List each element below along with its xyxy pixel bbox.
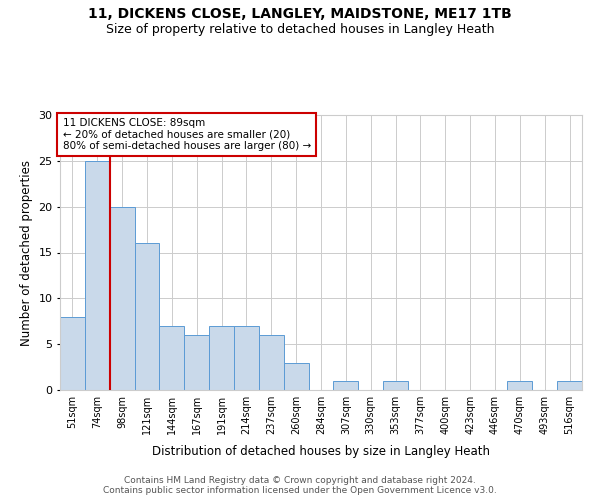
- Bar: [383, 381, 408, 390]
- Bar: [209, 326, 234, 390]
- Bar: [234, 326, 259, 390]
- Bar: [134, 244, 160, 390]
- Bar: [557, 381, 582, 390]
- Y-axis label: Number of detached properties: Number of detached properties: [20, 160, 32, 346]
- Bar: [60, 316, 85, 390]
- Text: Distribution of detached houses by size in Langley Heath: Distribution of detached houses by size …: [152, 444, 490, 458]
- Bar: [284, 362, 308, 390]
- Text: Contains HM Land Registry data © Crown copyright and database right 2024.: Contains HM Land Registry data © Crown c…: [124, 476, 476, 485]
- Bar: [85, 161, 110, 390]
- Bar: [184, 335, 209, 390]
- Text: Size of property relative to detached houses in Langley Heath: Size of property relative to detached ho…: [106, 22, 494, 36]
- Bar: [334, 381, 358, 390]
- Text: 11, DICKENS CLOSE, LANGLEY, MAIDSTONE, ME17 1TB: 11, DICKENS CLOSE, LANGLEY, MAIDSTONE, M…: [88, 8, 512, 22]
- Text: 11 DICKENS CLOSE: 89sqm
← 20% of detached houses are smaller (20)
80% of semi-de: 11 DICKENS CLOSE: 89sqm ← 20% of detache…: [62, 118, 311, 151]
- Bar: [110, 206, 134, 390]
- Bar: [259, 335, 284, 390]
- Bar: [508, 381, 532, 390]
- Text: Contains public sector information licensed under the Open Government Licence v3: Contains public sector information licen…: [103, 486, 497, 495]
- Bar: [160, 326, 184, 390]
